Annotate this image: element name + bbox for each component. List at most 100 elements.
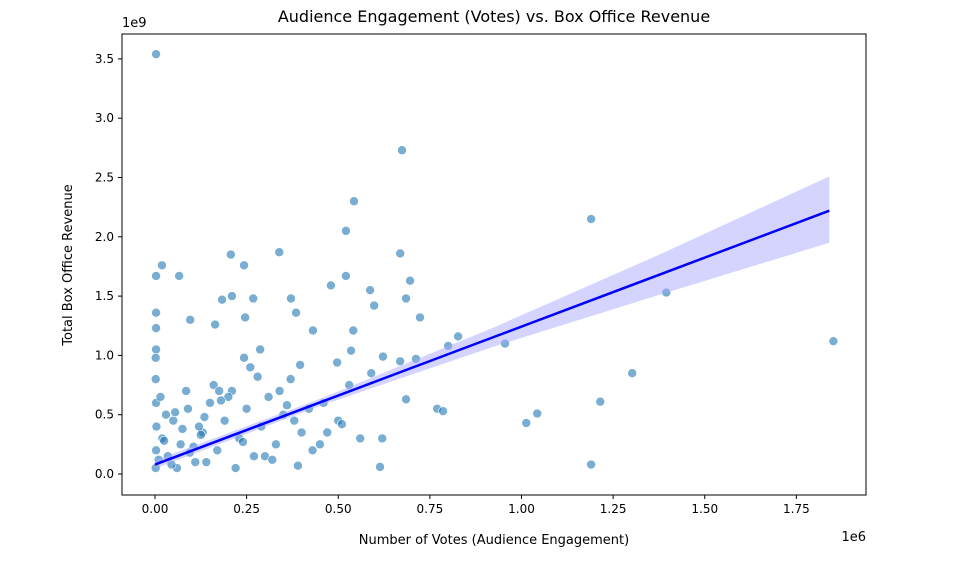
point [151, 49, 161, 59]
point [415, 312, 425, 323]
point [240, 312, 250, 323]
point [249, 451, 259, 462]
point [395, 356, 405, 367]
point [401, 293, 411, 304]
point [151, 307, 161, 318]
point [369, 300, 379, 311]
point [151, 445, 161, 456]
point [375, 462, 385, 472]
point [349, 196, 359, 207]
point [341, 226, 351, 236]
point [181, 386, 191, 396]
x-tick-label: 0.00 [142, 502, 169, 516]
point [157, 260, 167, 271]
y-offset-label: 1e9 [122, 16, 147, 31]
point [150, 374, 161, 384]
point [307, 445, 318, 456]
point [365, 285, 375, 295]
point [248, 293, 259, 304]
point [195, 430, 206, 440]
y-tick-label: 1.5 [95, 289, 114, 303]
point [238, 437, 248, 447]
point [194, 421, 204, 432]
point [161, 409, 171, 420]
point [405, 275, 415, 286]
point [255, 344, 265, 355]
point [296, 427, 307, 438]
point [627, 368, 637, 378]
point [586, 214, 596, 224]
regression-line [154, 209, 830, 466]
point [355, 433, 366, 444]
point [201, 457, 212, 467]
point [274, 386, 285, 396]
point [263, 392, 274, 402]
point [150, 352, 161, 363]
point [175, 439, 186, 450]
point [208, 380, 219, 390]
point [174, 271, 184, 281]
x-tick-label: 0.25 [233, 502, 260, 516]
x-tick-label: 1.00 [508, 502, 535, 516]
point [332, 357, 342, 368]
y-tick-label: 0.5 [95, 408, 114, 422]
point [230, 463, 241, 473]
point [438, 406, 448, 416]
confidence-band [154, 176, 830, 469]
point [217, 294, 227, 305]
point [346, 345, 356, 356]
point [295, 360, 305, 370]
point [151, 323, 161, 333]
x-tick-label: 0.75 [417, 502, 444, 516]
point [214, 386, 224, 396]
point [285, 374, 296, 384]
point [185, 315, 195, 325]
point [397, 145, 407, 156]
x-tick-label: 1.50 [691, 502, 718, 516]
point [151, 344, 161, 355]
point [521, 418, 532, 428]
point [239, 260, 249, 271]
point [595, 396, 606, 407]
point [293, 460, 303, 471]
point [241, 403, 252, 414]
point [183, 403, 193, 414]
point [205, 398, 215, 408]
point [210, 319, 220, 330]
point [155, 392, 166, 402]
point [289, 415, 300, 426]
point [586, 459, 596, 470]
point [190, 457, 201, 467]
point [159, 435, 169, 446]
x-tick-label: 1.75 [783, 502, 810, 516]
y-tick-label: 0.0 [95, 467, 114, 481]
point [828, 336, 839, 346]
point [170, 407, 180, 418]
point [286, 293, 296, 304]
point [291, 307, 301, 318]
point [151, 271, 161, 281]
chart-title: Audience Engagement (Votes) vs. Box Offi… [278, 7, 710, 26]
point [177, 424, 188, 434]
point [322, 427, 333, 438]
y-tick-label: 1.0 [95, 348, 114, 362]
point [401, 394, 411, 405]
point [245, 362, 256, 373]
y-axis-label: Total Box Office Revenue [61, 184, 76, 346]
x-axis-label: Number of Votes (Audience Engagement) [359, 533, 629, 548]
point [453, 331, 463, 342]
point [377, 433, 388, 444]
x-offset-label: 1e6 [841, 530, 866, 545]
point [326, 280, 336, 291]
point [315, 439, 325, 450]
x-tick-label: 0.50 [325, 502, 352, 516]
y-tick-label: 3.0 [95, 111, 114, 125]
y-tick-label: 2.0 [95, 230, 114, 244]
point [151, 421, 162, 432]
point [168, 415, 179, 426]
point [199, 412, 210, 422]
y-tick-label: 3.5 [95, 52, 114, 66]
point [239, 352, 249, 363]
point [395, 248, 405, 259]
